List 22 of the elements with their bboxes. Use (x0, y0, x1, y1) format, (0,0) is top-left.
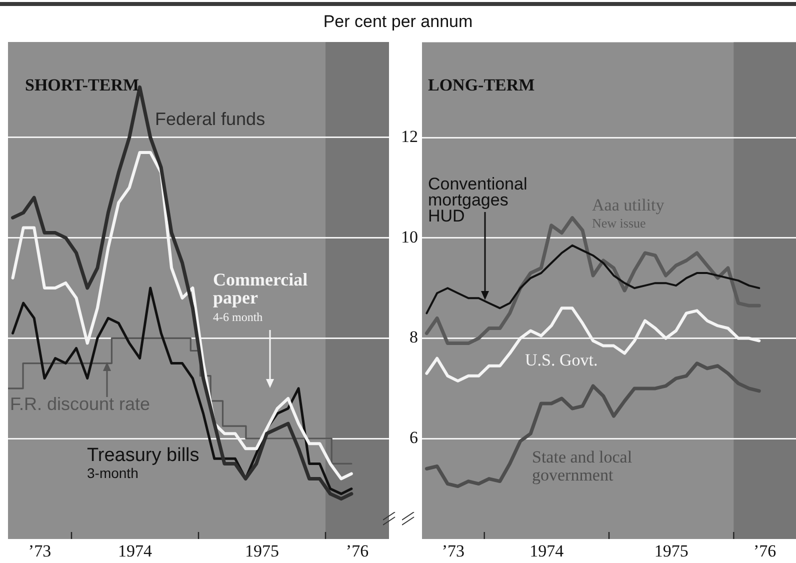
text: LONG-TERM (428, 76, 535, 95)
y-tick-label: 10 (401, 227, 418, 246)
y-tick-label: 6 (410, 428, 418, 448)
series-label: U.S. Govt. (525, 350, 598, 370)
x-tick-label: ’73 (28, 542, 52, 561)
x-tick-label: 1975 (245, 542, 279, 561)
x-tick-label: ’76 (753, 542, 776, 561)
series-label: Treasury bills 3-month (87, 445, 200, 481)
y-tick-label: 8 (410, 328, 418, 347)
x-tick-label: 1974 (118, 542, 152, 561)
x-tick-label: ’73 (442, 542, 465, 561)
legend-label: F.R. discount rate (10, 394, 150, 414)
text: Conventional mortgages HUD (428, 174, 528, 226)
x-tick-label: ’76 (346, 542, 369, 561)
y-tick-label: 12 (401, 127, 418, 146)
y-axis-title: Per cent per annum (322, 12, 474, 32)
x-tick-label: 1975 (654, 542, 688, 561)
series-label: State and local government (532, 447, 632, 484)
text: SHORT-TERM (25, 75, 140, 94)
series-label: Commercial paper 4-6 month (213, 270, 308, 324)
x-tick-label: 1974 (530, 542, 564, 561)
series-label: Federal funds (155, 108, 266, 129)
